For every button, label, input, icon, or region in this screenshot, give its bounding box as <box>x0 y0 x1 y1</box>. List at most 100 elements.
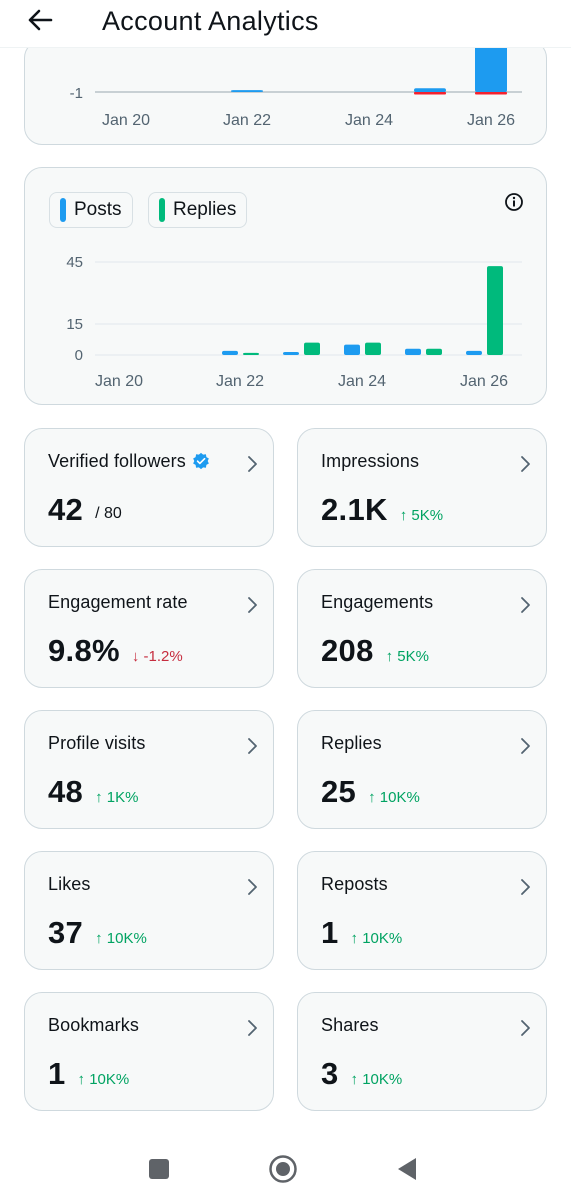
metric-card-verified-followers[interactable]: Verified followers 42 / 80 <box>24 428 274 547</box>
chart-main-xtick: Jan 20 <box>95 373 143 390</box>
metric-value: 25 <box>321 774 357 809</box>
chevron-right-icon <box>521 456 530 472</box>
metric-label-text: Impressions <box>321 451 420 471</box>
chart-top-xtick: Jan 20 <box>102 112 150 129</box>
metric-value: 37 <box>48 915 84 950</box>
metric-card-likes[interactable]: Likes 37 ↑ 10K% <box>24 851 274 970</box>
posts-swatch <box>60 198 66 222</box>
chart-main-bar-replies <box>487 266 503 355</box>
metric-value: 2.1K <box>321 492 388 527</box>
metric-card-reposts[interactable]: Reposts 1 ↑ 10K% <box>297 851 547 970</box>
chevron-right-icon <box>521 879 530 895</box>
metric-delta: ↑ 10K% <box>77 1071 130 1088</box>
chart-main-ytick: 15 <box>66 316 83 333</box>
chart-main-xtick: Jan 26 <box>460 373 508 390</box>
page-title: Account Analytics <box>102 6 319 36</box>
replies-swatch <box>159 198 165 222</box>
metric-delta: ↑ 10K% <box>350 1071 403 1088</box>
metric-label-text: Likes <box>48 874 91 894</box>
metric-card-shares[interactable]: Shares 3 ↑ 10K% <box>297 992 547 1111</box>
metric-card-profile-visits[interactable]: Profile visits 48 ↑ 1K% <box>24 710 274 829</box>
chevron-right-icon <box>521 738 530 754</box>
chart-card-top: -1 Jan 20 Jan 22 Jan 24 Jan 26 <box>24 40 547 145</box>
metric-value: 208 <box>321 633 374 668</box>
info-icon[interactable] <box>504 192 524 212</box>
chart-top-plot: -1 Jan 20 Jan 22 Jan 24 Jan 26 <box>70 44 522 129</box>
chart-main-bar-posts <box>222 350 238 355</box>
back-button[interactable] <box>22 2 58 38</box>
chevron-right-icon <box>248 1020 257 1036</box>
chart-main-bar-replies <box>304 342 320 355</box>
metric-label: Profile visits <box>48 733 145 754</box>
chart-top-ytick: -1 <box>70 85 83 102</box>
metric-card-replies[interactable]: Replies 25 ↑ 10K% <box>297 710 547 829</box>
square-icon <box>149 1159 169 1179</box>
chevron-right-icon <box>248 456 257 472</box>
legend-posts[interactable]: Posts <box>49 192 133 228</box>
chart-main-bar-posts <box>283 352 299 355</box>
metric-delta: ↓ -1.2% <box>131 648 183 665</box>
legend-posts-label: Posts <box>74 199 122 220</box>
chart-main-bar-posts <box>344 344 360 355</box>
chart-main-bar-posts <box>405 348 421 355</box>
chevron-right-icon <box>248 879 257 895</box>
metric-label: Verified followers <box>48 451 210 472</box>
chart-main-xtick: Jan 24 <box>338 373 386 390</box>
chart-main-ytick: 0 <box>75 347 83 364</box>
chart-card-posts-replies: Posts Replies 45 15 0 Jan 20 Jan 22 Jan 24 Jan… <box>24 167 547 405</box>
chart-top-bar-negative <box>414 92 446 95</box>
metric-label-text: Shares <box>321 1015 379 1035</box>
chart-main-bar-posts <box>466 350 482 355</box>
circle-home-icon <box>269 1155 297 1183</box>
metric-delta: ↑ 5K% <box>399 507 444 524</box>
metric-card-engagement-rate[interactable]: Engagement rate 9.8% ↓ -1.2% <box>24 569 274 688</box>
chart-top-xtick: Jan 22 <box>223 112 271 129</box>
chevron-right-icon <box>248 738 257 754</box>
chart-top-xtick: Jan 26 <box>467 112 515 129</box>
arrow-left-icon <box>28 9 53 31</box>
metric-value: 3 <box>321 1056 339 1091</box>
metric-card-impressions[interactable]: Impressions 2.1K ↑ 5K% <box>297 428 547 547</box>
chevron-right-icon <box>248 597 257 613</box>
metric-value: 1 <box>321 915 339 950</box>
metric-label: Bookmarks <box>48 1015 139 1036</box>
metric-delta: ↑ 1K% <box>95 789 139 806</box>
metric-label: Reposts <box>321 874 388 895</box>
metric-label: Impressions <box>321 451 419 472</box>
metric-card-bookmarks[interactable]: Bookmarks 1 ↑ 10K% <box>24 992 274 1111</box>
metric-value: 48 <box>48 774 84 809</box>
metric-delta: ↑ 10K% <box>350 930 403 947</box>
home-button[interactable] <box>268 1154 298 1184</box>
chart-main-plot: 45 15 0 Jan 20 Jan 22 Jan 24 Jan 26 <box>66 254 522 390</box>
metric-delta: ↑ 10K% <box>368 789 420 806</box>
metric-label-text: Replies <box>321 733 382 753</box>
chart-main-bar-replies <box>426 348 442 355</box>
back-nav-button[interactable] <box>392 1154 422 1184</box>
legend-replies-label: Replies <box>173 199 237 220</box>
metric-label: Engagements <box>321 592 433 613</box>
chart-main-bar-replies <box>365 342 381 355</box>
chart-top-bar-negative <box>475 92 507 95</box>
metric-label: Likes <box>48 874 91 895</box>
legend-replies[interactable]: Replies <box>148 192 248 228</box>
chart-top-bar-positive <box>231 90 263 92</box>
metric-value: 1 <box>48 1056 66 1091</box>
metric-label-text: Reposts <box>321 874 388 894</box>
chevron-right-icon <box>521 597 530 613</box>
metric-label-text: Profile visits <box>48 733 146 753</box>
recents-button[interactable] <box>144 1154 174 1184</box>
metric-label-text: Engagements <box>321 592 434 612</box>
metric-label: Engagement rate <box>48 592 188 613</box>
chart-top-xtick: Jan 24 <box>345 112 393 129</box>
metric-label-text: Verified followers <box>48 451 186 471</box>
metric-value: 9.8% <box>48 633 120 668</box>
metric-delta: ↑ 5K% <box>385 648 429 665</box>
chart-main-bar-replies <box>243 352 259 355</box>
metric-total: / 80 <box>95 505 122 522</box>
chevron-right-icon <box>521 1020 530 1036</box>
metric-label: Shares <box>321 1015 379 1036</box>
chart-top-bar-positive <box>475 44 507 92</box>
chart-main-ytick: 45 <box>66 254 83 271</box>
metric-label: Replies <box>321 733 382 754</box>
metric-card-engagements[interactable]: Engagements 208 ↑ 5K% <box>297 569 547 688</box>
